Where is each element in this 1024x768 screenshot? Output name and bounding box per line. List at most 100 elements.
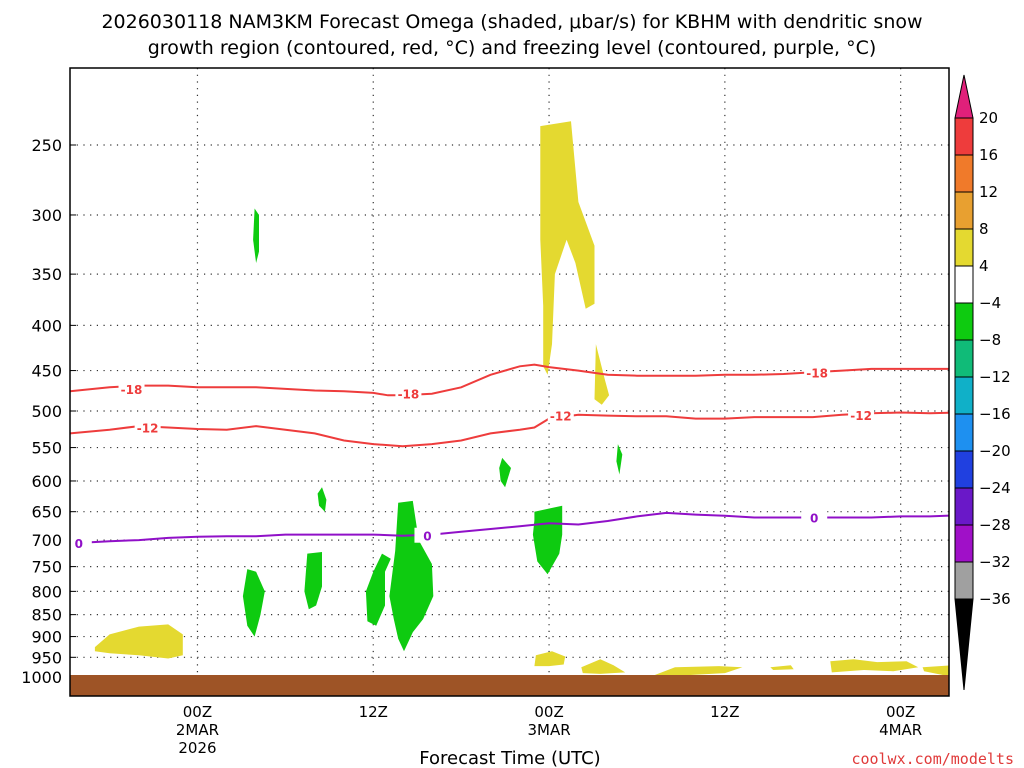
y-tick-label: 400 — [31, 316, 62, 335]
ground-surface — [70, 675, 949, 696]
x-tick-label: 00Z — [534, 703, 563, 721]
colorbar-under-arrow — [954, 598, 974, 691]
colorbar-bin — [954, 413, 974, 452]
colorbar-label: 8 — [979, 220, 989, 238]
contour-label-bg — [70, 534, 92, 550]
y-tick-label: 750 — [31, 558, 62, 577]
contour-label: -18 — [806, 366, 828, 380]
contour-line — [70, 511, 949, 545]
colorbar-bin — [954, 450, 974, 489]
contour-label: -12 — [550, 410, 572, 424]
colorbar-label: 4 — [979, 257, 989, 275]
contour-line — [70, 411, 949, 448]
omega-region-downward — [94, 624, 183, 659]
contour-label: 0 — [75, 537, 83, 551]
contour-label-bg — [414, 527, 441, 543]
colorbar-label: 20 — [979, 109, 998, 127]
x-axis-label: Forecast Time (UTC) — [419, 748, 600, 768]
colorbar-bin — [954, 524, 974, 563]
colorbar-over-arrow — [954, 74, 974, 119]
y-tick-label: 950 — [31, 648, 62, 667]
omega-region-downward — [770, 665, 794, 670]
colorbar-label: 16 — [979, 146, 998, 164]
omega-region-downward — [922, 665, 949, 677]
contour-label-bg — [801, 509, 828, 525]
colorbar-label: −24 — [979, 479, 1011, 497]
x-tick-label: 4MAR — [879, 721, 922, 739]
colorbar-bin — [954, 117, 974, 156]
colorbar-bin — [954, 191, 974, 230]
x-tick-label: 00Z — [183, 703, 212, 721]
contour-label-bg — [118, 380, 145, 396]
colorbar-bin — [954, 154, 974, 193]
x-tick-label: 00Z — [886, 703, 915, 721]
colorbar-label: −32 — [979, 553, 1011, 571]
omega-region-upward — [317, 487, 327, 512]
credit-link[interactable]: coolwx.com/modelts — [851, 750, 1014, 768]
grid-lines — [70, 68, 949, 696]
y-tick-label: 1000 — [21, 668, 62, 687]
contour-label: 0 — [423, 530, 431, 544]
omega-region-downward — [830, 659, 919, 673]
x-tick-label: 3MAR — [527, 721, 570, 739]
chart-title-line1: 2026030118 NAM3KM Forecast Omega (shaded… — [101, 11, 922, 33]
x-tick-label: 2026 — [178, 739, 216, 757]
x-tick-label: 2MAR — [176, 721, 219, 739]
pressure-axis-labels: 250 300 350 400 450 500 550 600 650 700 750 800 850 9… — [21, 136, 62, 687]
colorbar-label: 12 — [979, 183, 998, 201]
omega-region-upward — [499, 457, 511, 488]
y-tick-label: 600 — [31, 472, 62, 491]
colorbar-bin — [954, 228, 974, 267]
contour-label-bg — [804, 364, 831, 380]
contour-label: -18 — [121, 383, 143, 397]
omega-region-upward — [253, 208, 259, 263]
temperature-contours: -18 -18 -18 -12 -12 -12 0 0 0 — [70, 363, 949, 551]
omega-region-upward — [389, 500, 434, 652]
y-tick-label: 250 — [31, 136, 62, 155]
y-tick-label: 650 — [31, 503, 62, 522]
colorbar-bin — [954, 265, 974, 304]
omega-region-upward — [616, 444, 623, 475]
omega-shading — [94, 121, 949, 677]
colorbar-label: −8 — [979, 331, 1001, 349]
y-tick-label: 450 — [31, 362, 62, 381]
contour-label: 0 — [810, 512, 818, 526]
colorbar-label: −16 — [979, 405, 1011, 423]
y-tick-label: 500 — [31, 402, 62, 421]
omega-colorbar: 20 16 12 8 4 −4 −8 −12 −16 −20 −24 −28 −32 −36 — [954, 74, 1011, 691]
omega-region-downward — [534, 651, 566, 667]
y-tick-label: 300 — [31, 206, 62, 225]
omega-region-upward — [532, 505, 563, 575]
contour-label-bg — [395, 385, 422, 401]
colorbar-bin — [954, 561, 974, 600]
x-tick-label: 12Z — [359, 703, 388, 721]
colorbar-bin — [954, 376, 974, 415]
contour-label: -12 — [137, 422, 159, 436]
colorbar-bin — [954, 302, 974, 341]
chart-title-line2: growth region (contoured, red, °C) and f… — [148, 37, 877, 59]
omega-region-upward — [242, 569, 265, 637]
contour-label-bg — [134, 419, 161, 435]
contour-label: -18 — [398, 388, 420, 402]
colorbar-label: −12 — [979, 368, 1011, 386]
omega-region-upward — [365, 553, 391, 626]
omega-region-upward — [304, 552, 322, 610]
contour-label-bg — [547, 407, 574, 423]
y-tick-label: 700 — [31, 531, 62, 550]
x-tick-label: 12Z — [710, 703, 739, 721]
omega-region-downward — [654, 666, 743, 676]
colorbar-bin — [954, 487, 974, 526]
contour-label-bg — [848, 406, 875, 422]
omega-region-downward — [540, 121, 595, 375]
contour-label: -12 — [850, 409, 872, 423]
colorbar-label: −4 — [979, 294, 1001, 312]
plot-frame — [69, 67, 950, 697]
y-tick-label: 350 — [31, 265, 62, 284]
omega-region-downward — [581, 659, 626, 674]
colorbar-label: −28 — [979, 516, 1011, 534]
colorbar-bin — [954, 339, 974, 378]
colorbar-label: −20 — [979, 442, 1011, 460]
y-tick-label: 550 — [31, 439, 62, 458]
